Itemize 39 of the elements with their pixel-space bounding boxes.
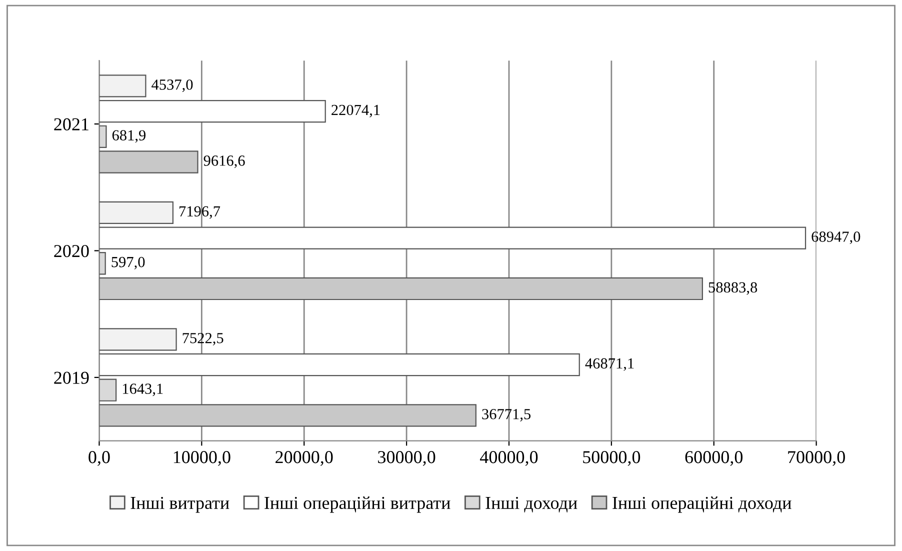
x-tick-label: 70000,0 xyxy=(788,451,845,466)
legend-label: Інші операційні витрати xyxy=(264,496,450,513)
data-label: 681,9 xyxy=(112,130,146,143)
x-tick-label: 40000,0 xyxy=(480,451,538,466)
bar xyxy=(99,404,476,427)
data-label: 9616,6 xyxy=(204,156,245,168)
y-tick-label: 2019 xyxy=(54,372,89,384)
legend-label: Інші витрати xyxy=(130,496,230,513)
x-tick-label: 20000,0 xyxy=(276,451,333,466)
bar xyxy=(99,201,174,224)
y-tick-label: 2020 xyxy=(54,244,89,258)
bar xyxy=(99,150,198,174)
x-tick-label: 0,0 xyxy=(88,451,110,466)
x-tick-label: 30000,0 xyxy=(378,451,436,466)
data-label: 597,0 xyxy=(112,256,145,270)
bar xyxy=(99,353,580,376)
bar xyxy=(99,125,107,148)
bar xyxy=(99,226,806,250)
data-label: 4537,0 xyxy=(152,79,193,92)
data-label: 1643,1 xyxy=(122,384,163,396)
bar xyxy=(99,252,106,275)
bar xyxy=(99,378,117,402)
x-tick-label: 10000,0 xyxy=(174,451,230,466)
data-label: 46871,1 xyxy=(585,358,634,371)
legend-label: Інші доходи xyxy=(486,496,578,512)
bar xyxy=(99,277,703,300)
data-label: 68947,0 xyxy=(812,232,860,244)
data-label: 7196,7 xyxy=(180,206,220,219)
x-tick-label: 50000,0 xyxy=(583,451,640,466)
bar xyxy=(99,100,326,123)
data-label: 7522,5 xyxy=(182,332,224,346)
bar xyxy=(99,328,177,351)
y-tick-label: 2021 xyxy=(54,118,88,130)
bar xyxy=(99,74,146,98)
x-tick-label: 60000,0 xyxy=(685,451,743,466)
data-label: 22074,1 xyxy=(332,104,380,118)
data-label: 58883,8 xyxy=(708,282,758,295)
legend-label: Інші операційні доходи xyxy=(612,496,792,513)
data-label: 36771,5 xyxy=(482,409,531,422)
